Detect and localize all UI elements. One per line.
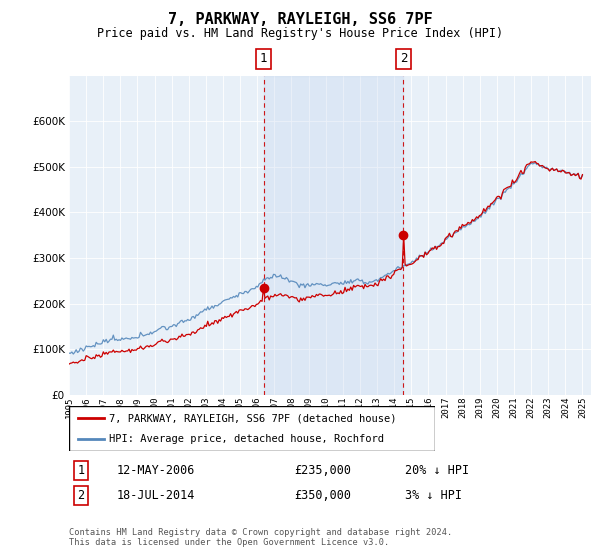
Text: 12-MAY-2006: 12-MAY-2006	[117, 464, 196, 477]
Text: 1: 1	[260, 52, 268, 66]
Text: Contains HM Land Registry data © Crown copyright and database right 2024.
This d: Contains HM Land Registry data © Crown c…	[69, 528, 452, 547]
Text: 20% ↓ HPI: 20% ↓ HPI	[405, 464, 469, 477]
Text: 7, PARKWAY, RAYLEIGH, SS6 7PF: 7, PARKWAY, RAYLEIGH, SS6 7PF	[167, 12, 433, 27]
Text: 3% ↓ HPI: 3% ↓ HPI	[405, 489, 462, 502]
Text: £235,000: £235,000	[294, 464, 351, 477]
Text: Price paid vs. HM Land Registry's House Price Index (HPI): Price paid vs. HM Land Registry's House …	[97, 27, 503, 40]
Text: £350,000: £350,000	[294, 489, 351, 502]
FancyBboxPatch shape	[69, 406, 435, 451]
Text: 2: 2	[400, 52, 407, 66]
Bar	[263, 76, 403, 395]
Text: 18-JUL-2014: 18-JUL-2014	[117, 489, 196, 502]
Text: HPI: Average price, detached house, Rochford: HPI: Average price, detached house, Roch…	[109, 433, 384, 444]
Text: 1: 1	[77, 464, 85, 477]
Text: 2: 2	[77, 489, 85, 502]
Text: 7, PARKWAY, RAYLEIGH, SS6 7PF (detached house): 7, PARKWAY, RAYLEIGH, SS6 7PF (detached …	[109, 413, 397, 423]
